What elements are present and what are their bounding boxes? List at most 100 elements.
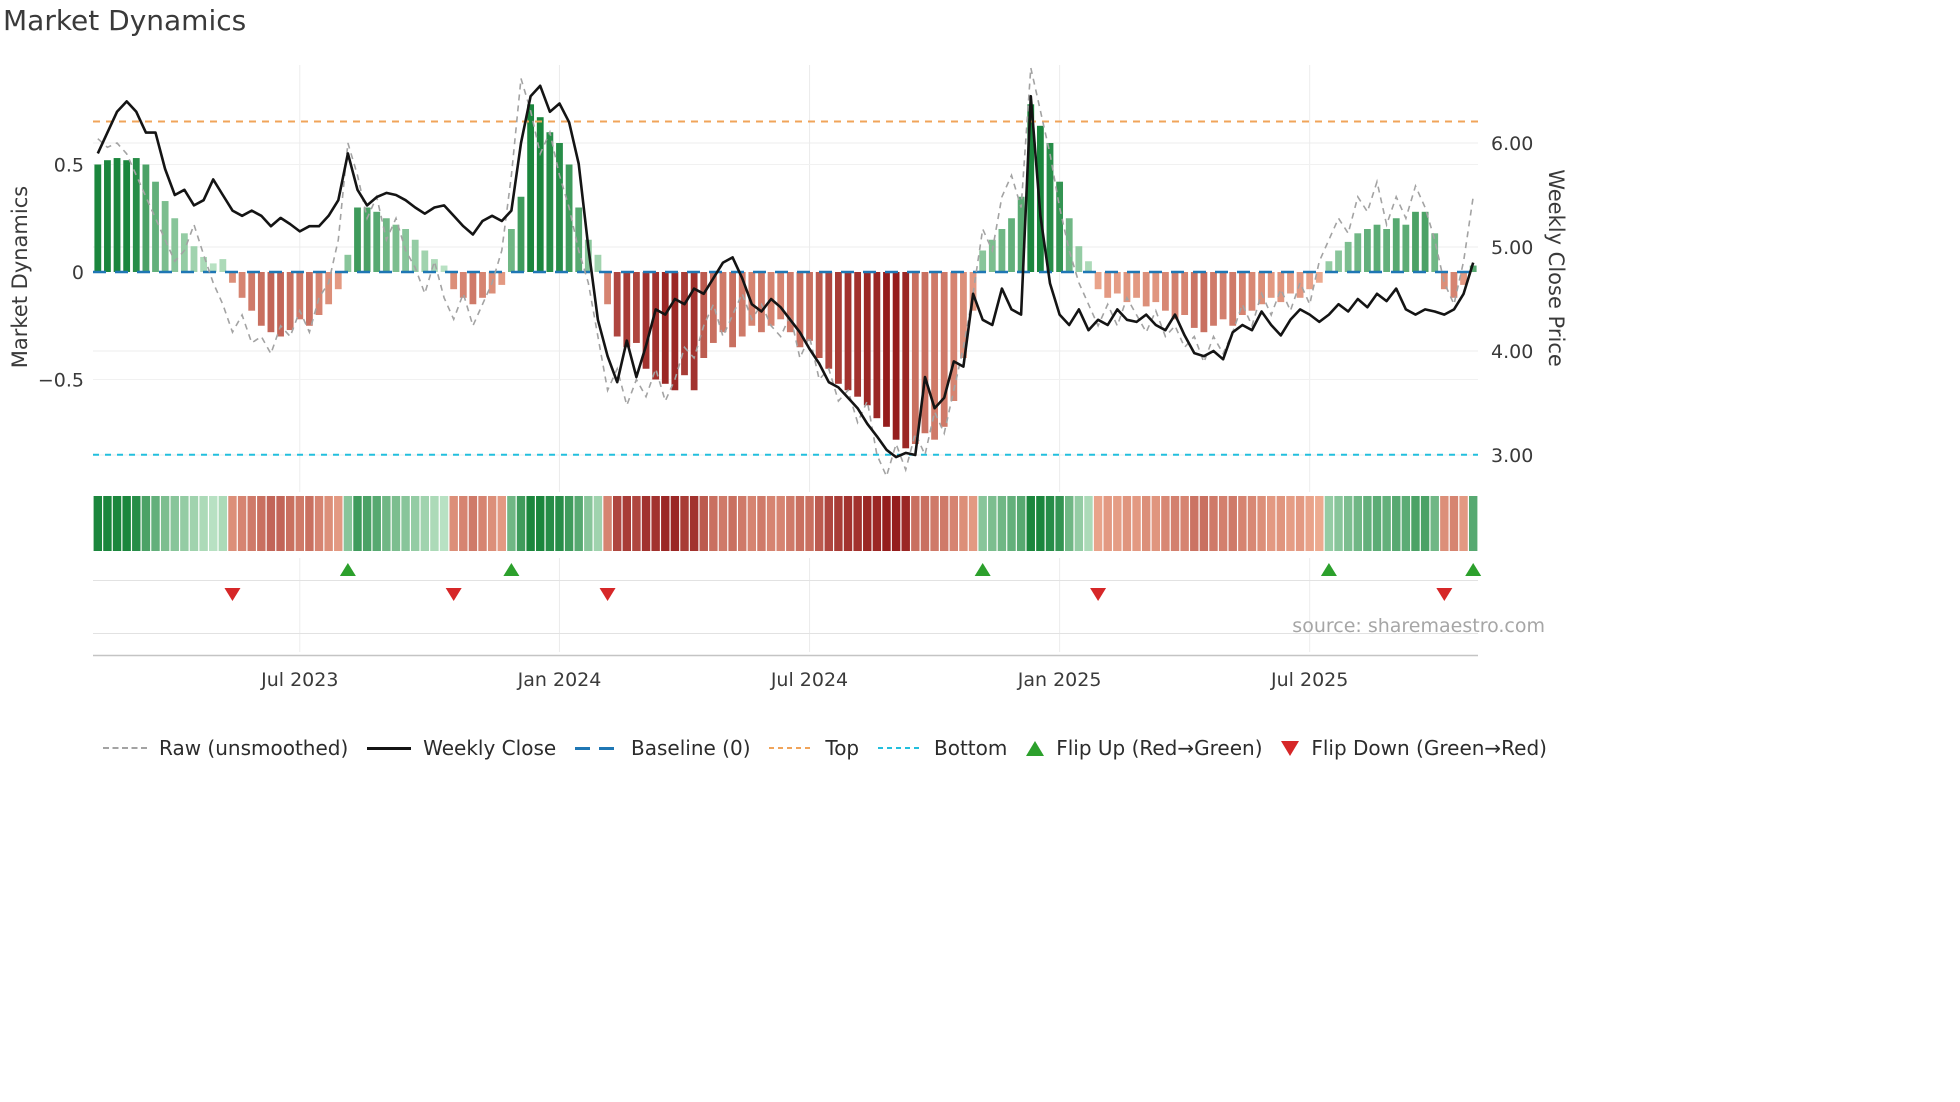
heatmap-cell: [1132, 496, 1141, 551]
oscillator-bar: [1008, 218, 1015, 272]
heatmap-cell: [1209, 496, 1218, 551]
long-dash-line-swatch-icon: [575, 746, 620, 750]
heatmap-cell: [718, 496, 728, 551]
oscillator-bar: [1210, 272, 1217, 326]
oscillator-bar: [1200, 272, 1208, 333]
heatmap-cell: [1007, 496, 1016, 551]
heatmap-cell: [545, 496, 555, 551]
oscillator-bar: [556, 143, 563, 272]
heatmap-cell: [1315, 496, 1324, 551]
heatmap-cell: [949, 496, 959, 551]
heatmap-strip: [93, 496, 1478, 551]
page-title: Market Dynamics: [3, 4, 247, 37]
flip-up-marker-icon: [1465, 563, 1482, 576]
oscillator-bar: [536, 117, 544, 272]
oscillator-bar: [1238, 272, 1246, 315]
heatmap-cell: [747, 496, 757, 551]
solid-line-swatch-icon: [367, 746, 412, 750]
heatmap-cell: [814, 496, 824, 551]
oscillator-bar: [546, 132, 554, 272]
heatmap-cell: [834, 496, 843, 551]
flip-down-triangle-icon: [1281, 740, 1300, 756]
heatmap-cell: [1382, 496, 1391, 551]
heatmap-cell: [487, 496, 497, 551]
oscillator-bar: [738, 272, 746, 337]
oscillator-bar: [132, 158, 140, 272]
heatmap-cell: [1257, 496, 1266, 551]
legend-label: Raw (unsmoothed): [159, 736, 349, 760]
oscillator-bar: [854, 272, 862, 397]
heatmap-cell: [1468, 496, 1478, 551]
oscillator-bar: [786, 272, 794, 333]
heatmap-cell: [1392, 496, 1401, 551]
oscillator-bar: [1075, 246, 1083, 272]
legend-label: Top: [825, 736, 860, 760]
chart-legend: Raw (unsmoothed) Weekly Close Baseline (0)…: [103, 736, 1547, 760]
oscillator-bar: [700, 272, 708, 358]
oscillator-bar: [613, 272, 621, 337]
heatmap-cell: [93, 496, 103, 551]
heatmap-cell: [978, 496, 987, 551]
oscillator-bar: [883, 272, 890, 427]
oscillator-bar: [373, 211, 381, 272]
heatmap-cell: [968, 496, 978, 551]
oscillator-bar: [719, 272, 727, 333]
heatmap-cell: [228, 496, 237, 551]
heatmap-cell: [536, 496, 545, 551]
heatmap-cell: [805, 496, 814, 551]
oscillator-bar: [1431, 233, 1439, 272]
oscillator-bar: [190, 246, 198, 272]
oscillator-bar: [1104, 272, 1112, 298]
oscillator-bar: [661, 272, 669, 384]
oscillator-bar: [527, 104, 535, 272]
oscillator-bar: [1113, 272, 1121, 294]
heatmap-cell: [872, 496, 882, 551]
oscillator-bar: [1421, 211, 1429, 272]
x-tick-label: Jan 2024: [517, 669, 602, 691]
oscillator-bar: [411, 239, 419, 272]
heatmap-cell: [891, 496, 901, 551]
oscillator-bar: [1017, 196, 1025, 272]
heatmap-cell: [1247, 496, 1257, 551]
heatmap-cell: [516, 496, 526, 551]
heatmap-cell: [132, 496, 141, 551]
heatmap-cell: [622, 496, 632, 551]
oscillator-bar: [459, 272, 467, 298]
oscillator-bar: [729, 272, 736, 348]
heatmap-cell: [1045, 496, 1055, 551]
oscillator-bar: [1094, 272, 1102, 290]
tick-labels: Jul 2023 Jan 2024 Jul 2024 Jan 2025 Jul 2025…: [38, 133, 1533, 691]
oscillator-bar: [1315, 272, 1323, 283]
heatmap-cell: [786, 496, 795, 551]
oscillator-bar: [1123, 272, 1131, 303]
oscillator-bar: [1056, 181, 1064, 272]
heatmap-cell: [449, 496, 458, 551]
oscillator-bar: [238, 272, 246, 298]
oscillator-bar: [248, 272, 256, 311]
oscillator-bar: [575, 207, 583, 272]
heatmap-cell: [439, 496, 449, 551]
heatmap-cell: [247, 496, 256, 551]
heatmap-cell: [564, 496, 574, 551]
heatmap-cell: [1036, 496, 1045, 551]
oscillator-bar: [421, 250, 429, 272]
oscillator-bar: [507, 229, 515, 272]
oscillator-bar: [382, 218, 390, 272]
flip-up-marker-icon: [974, 563, 991, 576]
heatmap-cell: [526, 496, 535, 551]
heatmap-cell: [584, 496, 593, 551]
heatmap-cell: [151, 496, 160, 551]
flip-down-marker-icon: [224, 588, 241, 601]
oscillator-bar: [296, 272, 304, 320]
oscillator-bar: [306, 272, 313, 326]
heatmap-cell: [343, 496, 353, 551]
oscillator-bar: [392, 224, 400, 272]
heatmap-cell: [478, 496, 487, 551]
oscillator-bar: [1133, 272, 1140, 298]
flip-down-marker-icon: [445, 588, 462, 601]
heatmap-cell: [1161, 496, 1170, 551]
gridlines: [93, 65, 1478, 652]
oscillator-bar: [344, 254, 352, 272]
heatmap-cell: [112, 496, 122, 551]
heatmap-cell: [382, 496, 391, 551]
